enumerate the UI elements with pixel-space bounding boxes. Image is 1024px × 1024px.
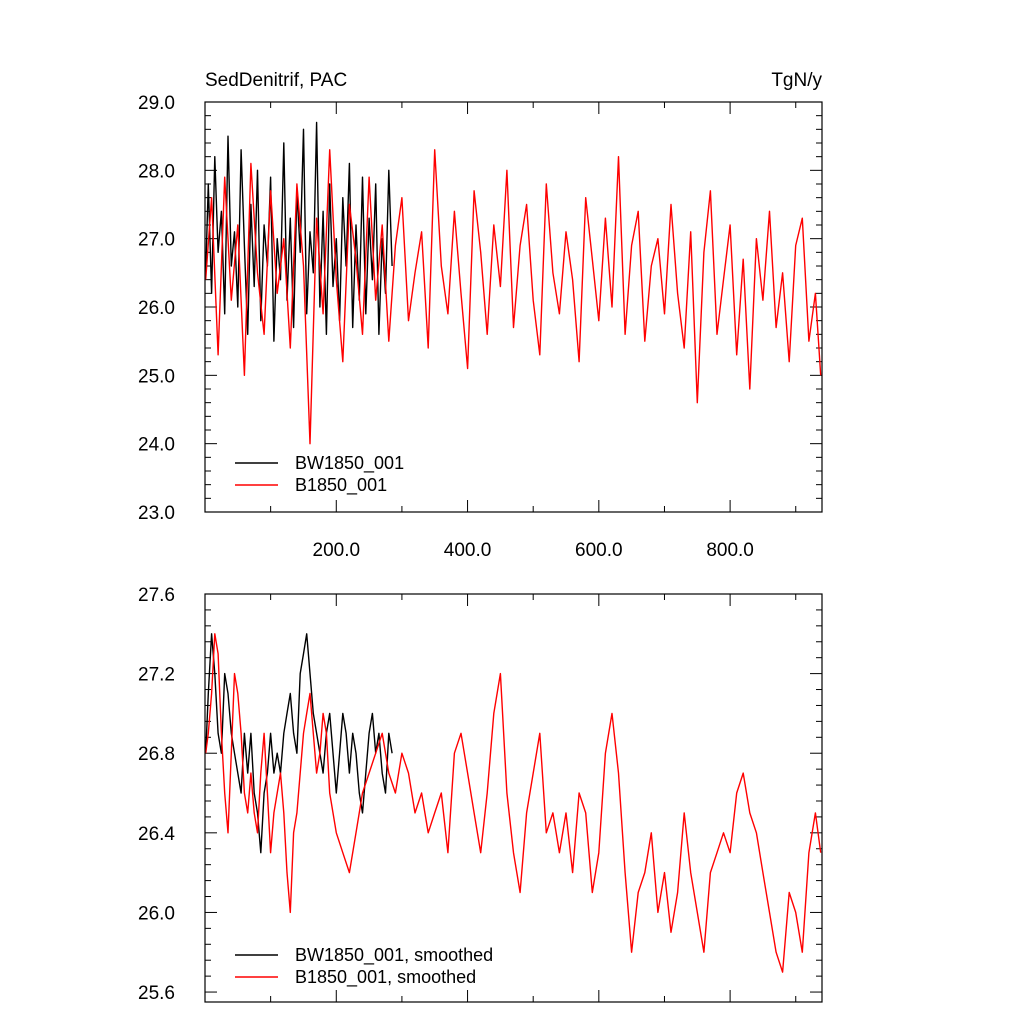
y-tick-label: 28.0 (138, 161, 175, 182)
bottom-panel: 25.6 26.0 26.4 26.8 27.2 27.6 BW1850_001, smo… (138, 585, 823, 1004)
units-label: TgN/y (771, 70, 822, 91)
x-tick-label: 800.0 (706, 540, 754, 561)
x-tick-label: 400.0 (444, 540, 492, 561)
series-line-b1850-001 (205, 633, 822, 973)
y-tick-label: 24.0 (138, 435, 175, 456)
top-panel: SedDenitrif, PAC TgN/y 23.024.025.026.02… (138, 70, 823, 561)
chart-title: SedDenitrif, PAC (205, 70, 347, 91)
y-tick-label: 25.6 (138, 983, 175, 1004)
x-tick-label: 200.0 (313, 540, 361, 561)
legend-label: B1850_001 (295, 475, 387, 496)
top-series-group (205, 121, 822, 445)
legend-label: BW1850_001, smoothed (295, 945, 493, 966)
bottom-x-axis (270, 594, 797, 1002)
y-tick-label: 27.0 (138, 230, 175, 251)
y-tick-label: 25.0 (138, 366, 175, 387)
bottom-series-group (205, 633, 822, 973)
bottom-plot-frame (204, 593, 823, 1003)
y-tick-label: 29.0 (138, 93, 175, 114)
y-tick-label: 26.0 (138, 903, 175, 924)
y-tick-label: 23.0 (138, 503, 175, 524)
y-tick-label: 27.6 (138, 585, 175, 606)
series-line-bw1850-001 (205, 633, 393, 854)
y-tick-label: 27.2 (138, 665, 175, 686)
series-line-b1850-001 (205, 149, 822, 445)
y-tick-label: 26.8 (138, 744, 175, 765)
top-x-axis: 200.0 400.0 600.0 800.0 (270, 102, 797, 561)
legend-label: BW1850_001 (295, 453, 404, 474)
top-plot-frame (204, 101, 823, 513)
series-line-bw1850-001 (205, 121, 393, 342)
x-tick-label: 600.0 (575, 540, 623, 561)
bottom-y-axis: 25.6 26.0 26.4 26.8 27.2 27.6 (138, 585, 822, 1004)
y-tick-label: 26.4 (138, 824, 175, 845)
y-tick-label: 26.0 (138, 298, 175, 319)
top-y-axis: 23.0 24.0 25.0 26.0 27.0 28.0 29.0 (138, 93, 822, 524)
legend-label: B1850_001, smoothed (295, 967, 476, 988)
